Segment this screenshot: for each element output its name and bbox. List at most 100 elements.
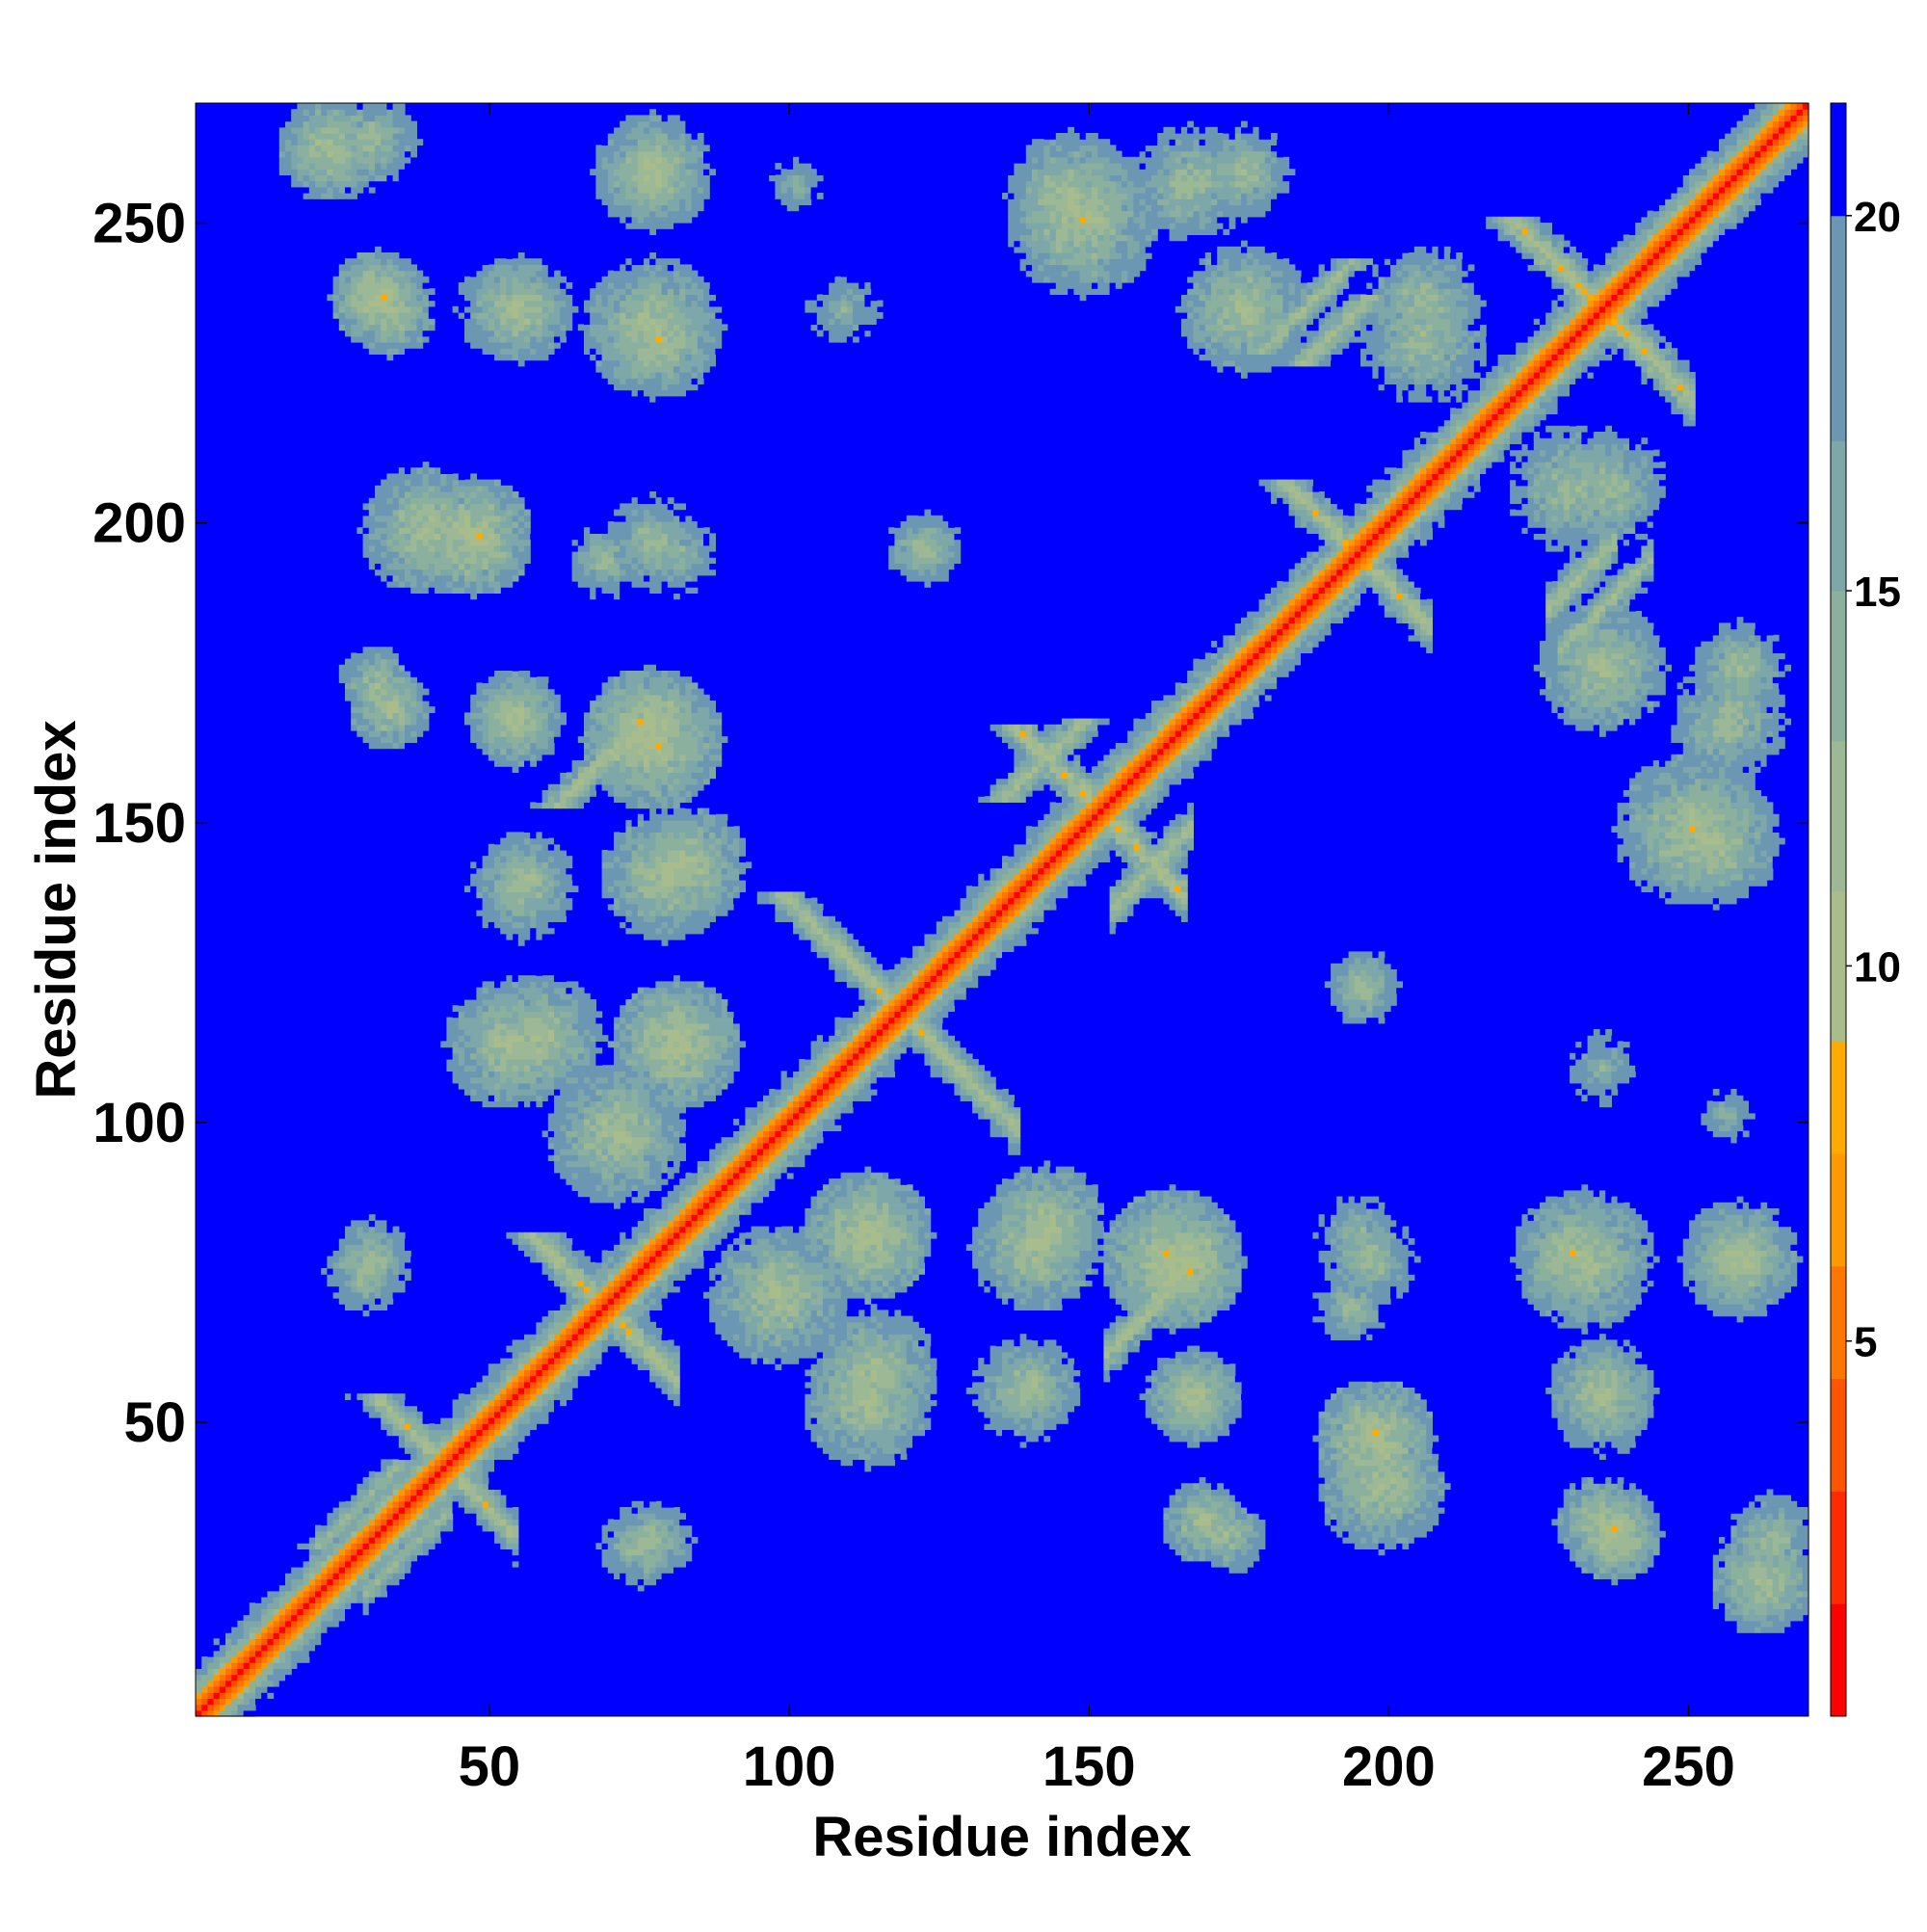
heatmap-cell	[1378, 1393, 1386, 1400]
heatmap-cell	[1438, 1489, 1445, 1496]
heatmap-cell	[853, 1256, 865, 1263]
heatmap-cell	[1336, 1459, 1343, 1467]
heatmap-cell	[715, 1190, 723, 1198]
heatmap-cell	[1157, 1190, 1164, 1198]
heatmap-cell	[506, 1345, 531, 1353]
heatmap-cell	[1749, 1226, 1755, 1233]
heatmap-cell	[386, 1584, 394, 1592]
heatmap-cell	[1563, 1537, 1571, 1544]
heatmap-cell	[1790, 1256, 1798, 1263]
heatmap-cell	[679, 1261, 704, 1269]
heatmap-cell	[506, 1369, 519, 1377]
heatmap-cell	[595, 1256, 603, 1263]
heatmap-cell	[351, 1590, 357, 1598]
heatmap-cell	[1557, 1375, 1565, 1383]
heatmap-cell	[918, 1196, 925, 1204]
heatmap-cell	[1647, 1519, 1654, 1526]
heatmap-cell	[685, 1220, 693, 1228]
heatmap-cell	[1032, 1291, 1051, 1299]
heatmap-cell	[1719, 1250, 1726, 1257]
heatmap-cell	[512, 1519, 519, 1526]
heatmap-cell	[912, 1369, 925, 1377]
heatmap-cell	[1181, 1519, 1188, 1526]
heatmap-cell	[1199, 1411, 1218, 1418]
heatmap-cell	[1008, 1280, 1015, 1287]
heatmap-cell	[1730, 1573, 1750, 1579]
heatmap-cell	[1019, 1274, 1027, 1281]
heatmap-cell	[1234, 1375, 1242, 1383]
heatmap-cell	[517, 1417, 531, 1424]
heatmap-cell	[1420, 1405, 1427, 1413]
heatmap-cell	[1599, 1543, 1606, 1549]
heatmap-cell	[1796, 1602, 1804, 1609]
heatmap-cell	[1234, 1500, 1242, 1508]
heatmap-cell	[739, 1154, 746, 1161]
heatmap-cell	[924, 1345, 932, 1353]
heatmap-cell	[883, 1280, 889, 1287]
heatmap-cell	[1204, 1298, 1224, 1305]
heatmap-cell	[1378, 1315, 1386, 1323]
heatmap-cell	[1228, 1543, 1236, 1549]
heatmap-cell	[1605, 1345, 1612, 1353]
heatmap-cell	[1049, 1285, 1063, 1293]
heatmap-cell	[1002, 1375, 1015, 1383]
heatmap-cell	[1019, 1172, 1027, 1179]
heatmap-cell	[637, 1524, 645, 1532]
heatmap-cell	[649, 1190, 656, 1198]
heatmap-cell	[1784, 1584, 1798, 1592]
heatmap-cell	[739, 1172, 746, 1179]
heatmap-cell	[1611, 1537, 1642, 1544]
heatmap-cell	[858, 1238, 884, 1245]
heatmap-cell	[631, 1554, 645, 1562]
heatmap-cell	[530, 1388, 537, 1394]
heatmap-cell	[595, 1291, 603, 1299]
heatmap-cell	[1784, 1608, 1809, 1616]
heatmap-cell	[829, 1334, 835, 1340]
heatmap-cell	[805, 1411, 812, 1418]
heatmap-cell	[381, 1465, 387, 1472]
heatmap-cell	[1384, 1453, 1391, 1460]
heatmap-cell	[1635, 1220, 1649, 1228]
heatmap-cell	[1043, 1261, 1051, 1269]
heatmap-cell	[691, 1208, 699, 1215]
heatmap-cell	[345, 1567, 352, 1574]
heatmap-cell	[906, 1423, 913, 1430]
heatmap-cell	[303, 1644, 316, 1652]
heatmap-cell	[834, 1244, 848, 1251]
heatmap-cell	[315, 1644, 322, 1652]
heatmap-cell	[715, 1298, 734, 1305]
heatmap-cell	[375, 1548, 382, 1556]
heatmap-cell	[1331, 1214, 1350, 1221]
heatmap-cell	[864, 1417, 884, 1424]
heatmap-cell	[1372, 1256, 1386, 1263]
heatmap-cell	[267, 1627, 275, 1633]
heatmap-cell	[685, 1244, 693, 1251]
heatmap-cell	[601, 1149, 609, 1155]
heatmap-cell	[1122, 1310, 1128, 1317]
heatmap-cell	[1145, 1196, 1152, 1204]
heatmap-cell	[1611, 1363, 1630, 1370]
heatmap-cell	[547, 1399, 555, 1407]
heatmap-cell	[1557, 1537, 1565, 1544]
heatmap-cell	[446, 1495, 454, 1502]
heatmap-cell	[1360, 1447, 1367, 1454]
heatmap-cell	[763, 1268, 776, 1275]
heatmap-cell	[291, 1578, 304, 1586]
heatmap-cell	[338, 1620, 346, 1628]
heatmap-cell	[476, 1483, 484, 1490]
heatmap-cell	[614, 1178, 620, 1185]
heatmap-cell	[368, 1608, 376, 1616]
heatmap-cell	[541, 1244, 549, 1251]
heatmap-cell	[338, 1530, 352, 1538]
heatmap-cell	[1073, 1190, 1098, 1198]
heatmap-cell	[1336, 1244, 1361, 1251]
heatmap-cell	[1181, 1244, 1194, 1251]
heatmap-cell	[392, 1417, 400, 1424]
heatmap-cell	[1581, 1399, 1595, 1407]
heatmap-cell	[1253, 1519, 1266, 1526]
heatmap-cell	[405, 1441, 417, 1448]
heatmap-cell	[308, 1650, 316, 1657]
heatmap-cell	[1360, 1429, 1367, 1437]
heatmap-cell	[644, 1351, 656, 1359]
heatmap-cell	[517, 1375, 525, 1383]
